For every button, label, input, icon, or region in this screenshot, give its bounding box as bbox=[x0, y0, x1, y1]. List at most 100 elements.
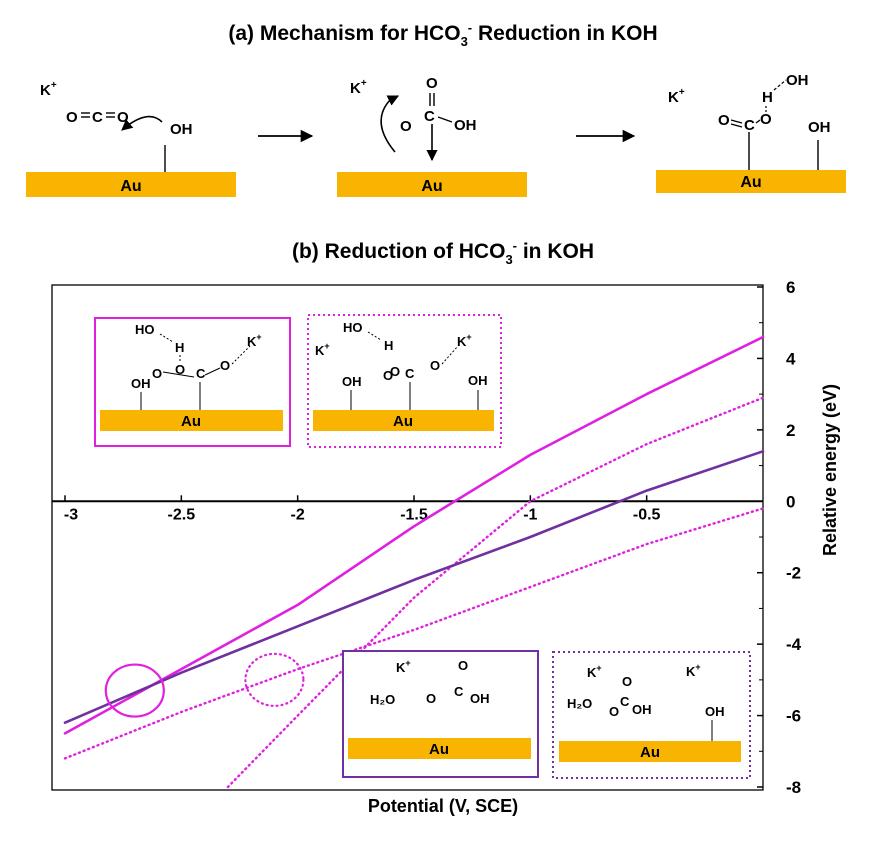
x-tick-label: -2.5 bbox=[168, 506, 196, 523]
curved-arrow bbox=[380, 95, 400, 153]
y-tick-label: 6 bbox=[786, 278, 795, 297]
crossing-circle-2 bbox=[244, 652, 305, 707]
energy-chart: -3 -2.5 -2 -1.5 -1 -0.5 6 4 2 0 -2 -4 -6 -8 Potential… bbox=[51, 278, 840, 816]
hydroxyl-surface: OH bbox=[705, 704, 725, 719]
part-a-title: (a) Mechanism for HCO3- Reduction in KOH bbox=[228, 20, 657, 49]
y-tick-label: -6 bbox=[786, 707, 801, 726]
water-label: H₂O bbox=[567, 696, 592, 711]
y-tick-label: 4 bbox=[786, 349, 796, 368]
series-line-4 bbox=[63, 507, 765, 760]
mechanism-step-2: Au K+ O C O OH bbox=[337, 75, 527, 197]
hydroxyl-label: OH bbox=[454, 117, 477, 134]
hydroxyl-left: OH bbox=[342, 374, 362, 389]
series-line-1 bbox=[63, 335, 765, 735]
water-ho: HO bbox=[343, 320, 363, 335]
au-surface bbox=[313, 410, 494, 431]
x-tick-label: -2 bbox=[291, 506, 305, 523]
y-tick-label: 0 bbox=[786, 492, 795, 511]
mechanism-step-1: Au K+ O C O OH bbox=[26, 80, 236, 197]
oxygen-top: O bbox=[175, 362, 185, 377]
potassium-ion: K+ bbox=[587, 663, 602, 680]
x-tick-label: -3 bbox=[64, 506, 78, 523]
carbon: C bbox=[454, 684, 464, 699]
water-ho: HO bbox=[135, 322, 155, 337]
potassium-ion: K+ bbox=[396, 658, 411, 675]
carbon: C bbox=[405, 366, 415, 381]
oxygen-left: O bbox=[609, 704, 619, 719]
potassium-ion: K+ bbox=[686, 662, 701, 679]
water-h: H bbox=[384, 338, 393, 353]
oxygen-top: O bbox=[458, 658, 468, 673]
potassium-ion: K+ bbox=[247, 332, 262, 349]
carbon: C bbox=[424, 108, 435, 125]
carbon: C bbox=[744, 117, 755, 134]
x-tick-label: -1 bbox=[523, 506, 537, 523]
au-label: Au bbox=[181, 413, 201, 430]
potassium-ion: K+ bbox=[457, 332, 472, 349]
oxygen-anion: O bbox=[430, 358, 440, 373]
oxygen-left: O bbox=[426, 691, 436, 706]
potassium-ion: K+ bbox=[315, 341, 330, 358]
y-axis-label: Relative energy (eV) bbox=[820, 384, 840, 556]
potassium-ion: K+ bbox=[40, 80, 57, 99]
oxygen-right: O bbox=[760, 111, 772, 128]
water-label: H₂O bbox=[370, 692, 395, 707]
au-label: Au bbox=[421, 178, 442, 195]
series-group bbox=[63, 335, 765, 789]
potassium-ion: K+ bbox=[350, 78, 367, 97]
y-tick-label: 2 bbox=[786, 421, 795, 440]
oxygen-left: O bbox=[383, 368, 393, 383]
water-h: H bbox=[175, 340, 184, 355]
y-tick-label: -2 bbox=[786, 564, 801, 583]
au-surface bbox=[337, 172, 527, 197]
y-tick-label: -4 bbox=[786, 635, 802, 654]
potassium-ion: K+ bbox=[668, 87, 685, 106]
hydroxyl-label: OH bbox=[131, 376, 151, 391]
water-h: H bbox=[762, 89, 773, 106]
oxygen-top: O bbox=[390, 364, 400, 379]
axis-ticks: -3 -2.5 -2 -1.5 -1 -0.5 6 4 2 0 -2 -4 -6 -8 bbox=[52, 278, 802, 797]
hydroxyl-label: OH bbox=[632, 702, 652, 717]
part-b-title: (b) Reduction of HCO3- in KOH bbox=[292, 238, 594, 267]
hydroxyl-right: OH bbox=[468, 373, 488, 388]
inset-top-right: Au HO H K+ O O C O K+ OH OH bbox=[307, 314, 502, 448]
hydroxyl-label: OH bbox=[470, 691, 490, 706]
carbonyl-o: O bbox=[426, 75, 438, 92]
hydroxyl-label: OH bbox=[808, 119, 831, 136]
au-label: Au bbox=[120, 178, 141, 195]
x-axis-label: Potential (V, SCE) bbox=[368, 796, 518, 816]
inset-bottom-right: Au K+ K+ H₂O O C O OH OH bbox=[552, 651, 751, 779]
oxygen-left: O bbox=[152, 366, 162, 381]
hydroxyl-label: OH bbox=[170, 121, 193, 138]
au-label: Au bbox=[640, 744, 660, 761]
au-label: Au bbox=[393, 413, 413, 430]
curved-arrow bbox=[121, 115, 163, 131]
series-line-3 bbox=[63, 449, 765, 725]
au-surface bbox=[348, 738, 531, 759]
co2-o-right: O bbox=[117, 109, 129, 126]
co2-o-left: O bbox=[66, 109, 78, 126]
inset-bottom-left: Au K+ H₂O O C O OH bbox=[342, 650, 539, 778]
au-surface bbox=[656, 170, 846, 193]
oxygen-left: O bbox=[400, 118, 412, 135]
carbon: C bbox=[620, 694, 630, 709]
inset-top-left: Au HO H O O C O K+ OH bbox=[94, 317, 291, 447]
co2-carbon: C bbox=[92, 109, 103, 126]
water-oh: OH bbox=[786, 72, 809, 89]
carbon: C bbox=[196, 366, 206, 381]
oxygen-top: O bbox=[622, 674, 632, 689]
au-surface bbox=[559, 741, 741, 762]
mechanism-step-3: Au K+ OH H O C O OH bbox=[656, 72, 846, 193]
oxygen-left: O bbox=[718, 112, 730, 129]
series-line-2 bbox=[226, 396, 765, 789]
au-label: Au bbox=[740, 174, 761, 191]
x-tick-label: -1.5 bbox=[400, 506, 428, 523]
au-label: Au bbox=[429, 741, 449, 758]
au-surface bbox=[100, 410, 283, 431]
y-tick-label: -8 bbox=[786, 778, 801, 797]
au-surface bbox=[26, 172, 236, 197]
crossing-markers bbox=[104, 652, 305, 718]
oxygen-anion: O bbox=[220, 358, 230, 373]
